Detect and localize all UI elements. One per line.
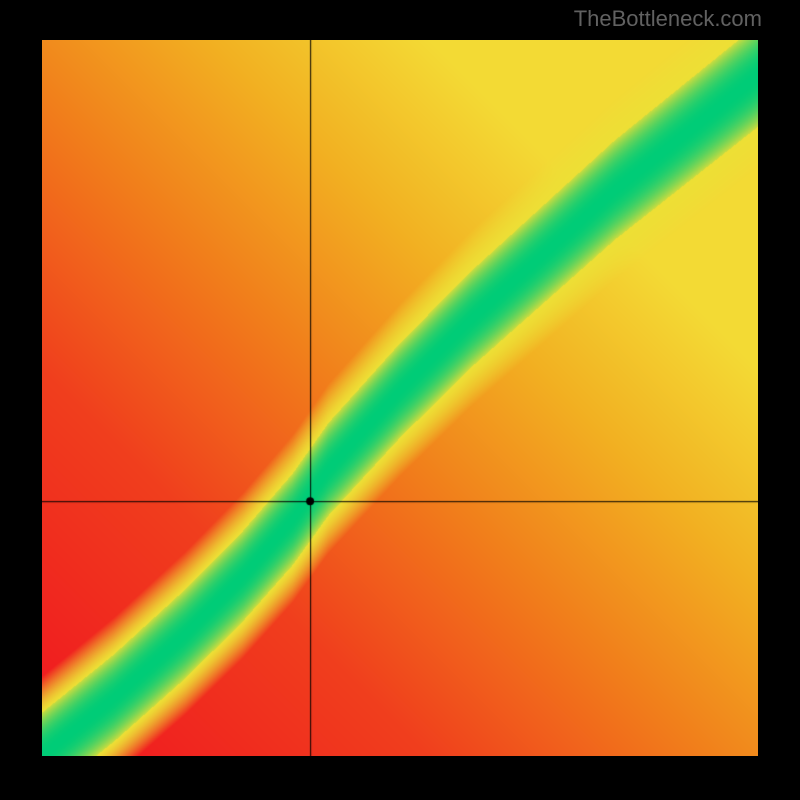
chart-container: TheBottleneck.com: [0, 0, 800, 800]
bottleneck-heatmap: [42, 40, 758, 756]
heatmap-canvas: [42, 40, 758, 756]
watermark-text: TheBottleneck.com: [574, 6, 762, 32]
